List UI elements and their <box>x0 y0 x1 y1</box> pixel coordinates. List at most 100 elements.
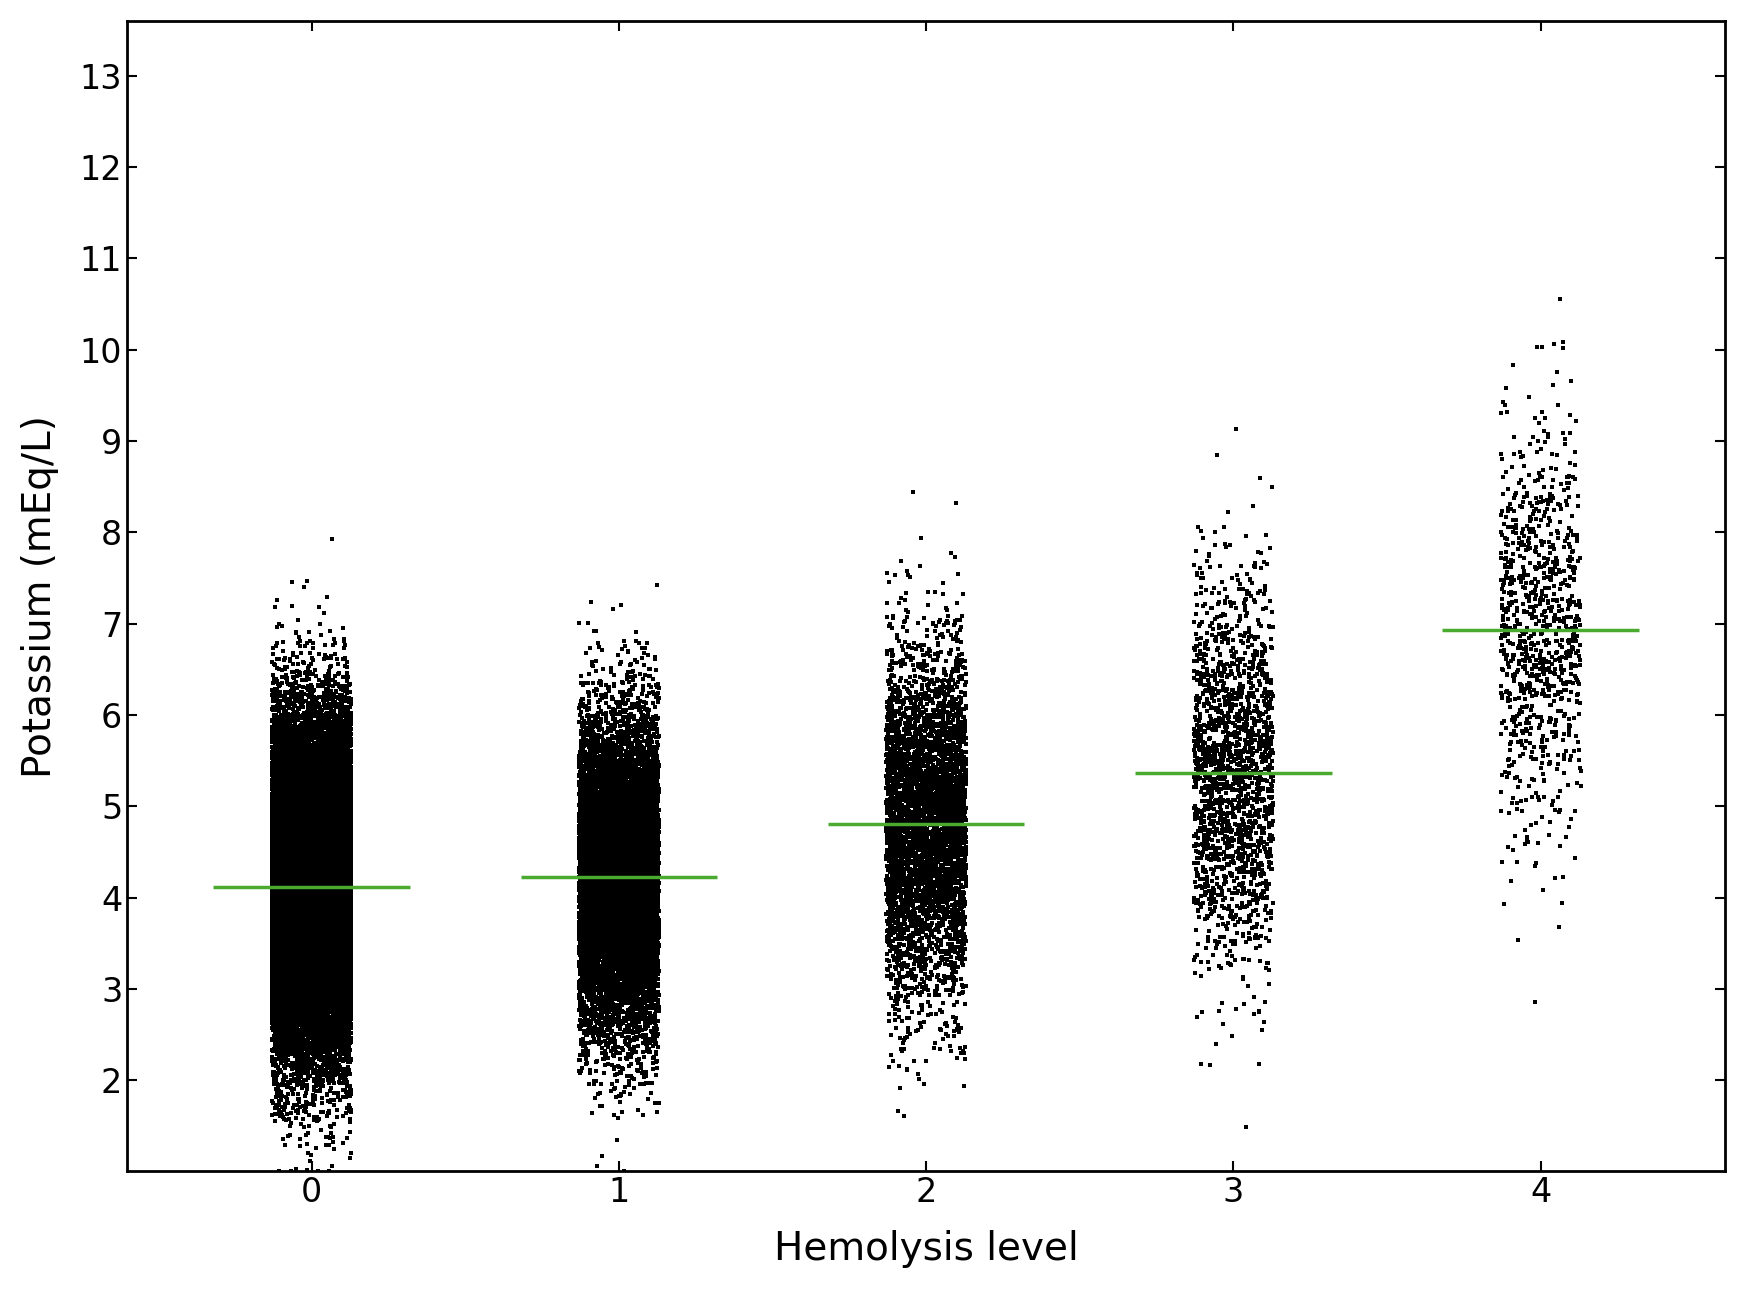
Point <box>615 793 643 813</box>
Point <box>304 940 332 960</box>
Point <box>258 954 286 974</box>
Point <box>574 938 602 959</box>
Point <box>272 820 300 840</box>
Point <box>578 904 606 924</box>
Point <box>333 892 361 913</box>
Point <box>639 853 667 874</box>
Point <box>629 932 656 953</box>
Point <box>636 803 663 824</box>
Point <box>323 820 351 840</box>
Point <box>1241 865 1269 886</box>
Point <box>292 831 320 852</box>
Point <box>313 828 340 848</box>
Point <box>285 953 313 973</box>
Point <box>335 816 363 837</box>
Point <box>297 871 325 892</box>
Point <box>300 936 328 956</box>
Point <box>608 761 636 781</box>
Point <box>267 795 295 816</box>
Point <box>632 822 660 843</box>
Point <box>278 941 306 962</box>
Point <box>297 920 325 941</box>
Point <box>567 842 595 862</box>
Point <box>876 941 904 962</box>
Point <box>307 1007 335 1027</box>
Point <box>321 848 349 869</box>
Point <box>285 962 313 982</box>
Point <box>931 815 959 835</box>
Point <box>313 940 340 960</box>
Point <box>265 902 293 923</box>
Point <box>290 808 318 829</box>
Point <box>288 853 316 874</box>
Point <box>894 773 922 794</box>
Point <box>269 740 297 761</box>
Point <box>267 978 295 999</box>
Point <box>281 913 309 933</box>
Point <box>567 919 595 940</box>
Point <box>267 870 295 891</box>
Point <box>622 731 650 751</box>
Point <box>618 742 646 763</box>
Point <box>299 802 327 822</box>
Point <box>627 828 655 848</box>
Point <box>878 750 906 771</box>
Point <box>293 1013 321 1034</box>
Point <box>260 932 288 953</box>
Point <box>314 1023 342 1044</box>
Point <box>265 923 293 944</box>
Point <box>911 892 939 913</box>
Point <box>590 877 618 897</box>
Point <box>264 847 292 867</box>
Point <box>906 786 934 807</box>
Point <box>574 799 602 820</box>
Point <box>274 784 302 804</box>
Point <box>314 826 342 847</box>
Point <box>1217 847 1245 867</box>
Point <box>585 919 613 940</box>
Point <box>318 875 346 896</box>
Point <box>295 817 323 838</box>
Point <box>594 967 622 987</box>
Point <box>333 740 361 761</box>
Point <box>321 931 349 951</box>
Point <box>892 699 920 719</box>
Point <box>332 812 360 833</box>
Point <box>300 790 328 811</box>
Point <box>567 900 595 920</box>
Point <box>304 1040 332 1061</box>
Point <box>880 892 908 913</box>
Point <box>602 830 630 851</box>
Point <box>279 991 307 1012</box>
Point <box>616 861 644 882</box>
Point <box>580 974 608 995</box>
Point <box>311 833 339 853</box>
Point <box>1252 842 1280 862</box>
Point <box>286 1030 314 1051</box>
Point <box>288 915 316 936</box>
Point <box>269 746 297 767</box>
Point <box>641 893 669 914</box>
Point <box>272 877 300 897</box>
Point <box>281 1029 309 1049</box>
Point <box>304 1021 332 1042</box>
Point <box>333 808 361 829</box>
Point <box>583 867 611 888</box>
Point <box>274 807 302 828</box>
Point <box>260 886 288 906</box>
Point <box>321 794 349 815</box>
Point <box>258 721 286 741</box>
Point <box>278 920 306 941</box>
Point <box>325 862 353 883</box>
Point <box>290 918 318 938</box>
Point <box>309 831 337 852</box>
Point <box>265 817 293 838</box>
Point <box>585 813 613 834</box>
Point <box>904 706 932 727</box>
Point <box>925 612 953 633</box>
Point <box>573 852 601 873</box>
Point <box>314 1072 342 1093</box>
Point <box>307 887 335 907</box>
Point <box>260 924 288 945</box>
Point <box>622 816 650 837</box>
